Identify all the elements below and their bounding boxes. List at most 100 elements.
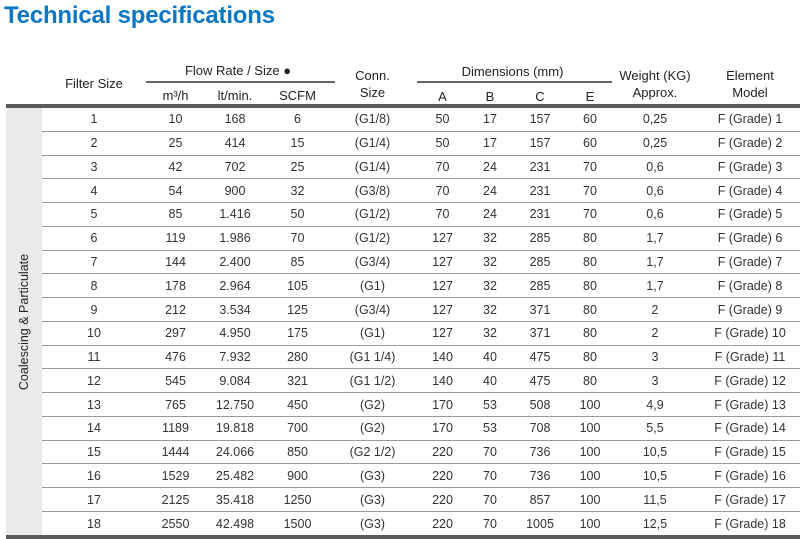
table-row: 12 545 9.084 321 (G1 1/2) 140 40 475 80 3 F (Grade… (42, 369, 800, 394)
cell-dim-a: 127 (432, 326, 453, 341)
cell-flow-ltmin: 2.964 (219, 278, 251, 293)
cell-dim-b: 70 (483, 492, 497, 507)
header-weight: Weight (KG) (619, 68, 691, 83)
cell-dim-c: 736 (529, 445, 551, 460)
cell-filter-size: 8 (90, 278, 98, 293)
cell-dim-a: 70 (435, 159, 450, 174)
cell-dim-c: 371 (529, 326, 551, 341)
cell-dim-a: 140 (432, 350, 453, 365)
cell-dim-c: 285 (529, 278, 551, 293)
cell-dim-b: 24 (483, 207, 497, 222)
cell-weight: 0,25 (642, 136, 668, 151)
cell-weight: 5,5 (646, 421, 664, 436)
cell-conn-size: (G1/2) (354, 207, 391, 222)
table-row: 18 2550 42.498 1500 (G3) 220 70 1005 100 12,5 F (G… (42, 512, 800, 536)
flow-rate-underline (146, 81, 335, 83)
cell-filter-size: 3 (90, 159, 98, 174)
table-row: 16 1529 25.482 900 (G3) 220 70 736 100 10,5 F (Gra… (42, 464, 800, 489)
cell-dim-b: 32 (483, 278, 497, 293)
cell-filter-size: 13 (87, 397, 101, 412)
cell-element-model: F (Grade) 7 (717, 254, 783, 269)
cell-filter-size: 4 (90, 183, 98, 198)
cell-weight: 2 (651, 302, 659, 317)
cell-dim-b: 70 (483, 516, 497, 531)
cell-dim-b: 24 (483, 159, 497, 174)
table-row: 14 1189 19.818 700 (G2) 170 53 708 100 5,5 F (Grad… (42, 417, 800, 441)
cell-flow-m3h: 10 (168, 112, 183, 127)
cell-flow-ltmin: 19.818 (215, 421, 255, 436)
cell-dim-e: 80 (583, 254, 597, 269)
cell-flow-scfm: 1500 (283, 516, 312, 531)
cell-flow-scfm: 85 (290, 254, 305, 269)
table-row: 4 54 900 32 (G3/8) 70 24 231 70 0,6 F (Grade) 4 (42, 179, 800, 204)
cell-dim-c: 475 (529, 373, 551, 388)
cell-weight: 1,7 (646, 231, 664, 246)
cell-dim-e: 80 (583, 231, 597, 246)
cell-weight: 2 (651, 326, 659, 341)
cell-flow-ltmin: 35.418 (215, 492, 255, 507)
cell-conn-size: (G3/8) (354, 183, 391, 198)
cell-element-model: F (Grade) 1 (717, 112, 783, 127)
cell-filter-size: 9 (90, 302, 98, 317)
header-a: A (438, 89, 447, 104)
cell-weight: 0,25 (642, 112, 668, 127)
cell-conn-size: (G1/4) (354, 159, 391, 174)
cell-dim-b: 32 (483, 231, 497, 246)
table-row: 7 144 2.400 85 (G3/4) 127 32 285 80 1,7 F (Grade) … (42, 251, 800, 275)
cell-flow-m3h: 1444 (161, 445, 190, 460)
cell-flow-ltmin: 414 (224, 136, 246, 151)
cell-flow-ltmin: 24.066 (215, 445, 255, 460)
cell-dim-b: 40 (483, 350, 497, 365)
cell-element-model: F (Grade) 11 (714, 350, 786, 365)
cell-flow-scfm: 900 (287, 468, 308, 483)
cell-flow-scfm: 1250 (283, 492, 312, 507)
cell-flow-m3h: 1529 (161, 468, 190, 483)
cell-dim-b: 24 (483, 183, 497, 198)
cell-flow-m3h: 2125 (161, 492, 190, 507)
cell-filter-size: 15 (87, 445, 101, 460)
cell-filter-size: 5 (90, 207, 98, 222)
cell-flow-ltmin: 9.084 (219, 373, 251, 388)
header-filter-size: Filter Size (65, 76, 123, 91)
cell-element-model: F (Grade) 5 (717, 207, 783, 222)
cell-dim-e: 80 (583, 278, 597, 293)
cell-filter-size: 10 (87, 326, 101, 341)
cell-weight: 3 (651, 350, 659, 365)
cell-dim-a: 170 (432, 397, 453, 412)
category-column (6, 108, 42, 536)
cell-flow-scfm: 175 (287, 326, 308, 341)
cell-dim-a: 127 (432, 302, 453, 317)
cell-flow-m3h: 25 (168, 136, 183, 151)
header-element-model: Model (732, 85, 768, 100)
header-element: Element (726, 68, 774, 83)
cell-weight: 1,7 (646, 254, 664, 269)
header-c: C (535, 89, 545, 104)
cell-element-model: F (Grade) 8 (717, 278, 783, 293)
cell-flow-m3h: 54 (168, 183, 183, 198)
cell-flow-ltmin: 1.986 (219, 231, 251, 246)
cell-dim-c: 475 (529, 350, 551, 365)
header-dimensions: Dimensions (mm) (461, 64, 564, 79)
cell-dim-b: 53 (483, 421, 497, 436)
cell-filter-size: 2 (90, 136, 98, 151)
table-row: 10 297 4.950 175 (G1) 127 32 371 80 2 F (Grade) 10 (42, 322, 800, 346)
cell-dim-e: 100 (579, 421, 601, 436)
cell-dim-e: 80 (583, 373, 597, 388)
cell-element-model: F (Grade) 2 (717, 136, 783, 151)
cell-flow-scfm: 15 (290, 136, 305, 151)
table-row: 17 2125 35.418 1250 (G3) 220 70 857 100 11,5 F (Gr… (42, 488, 800, 513)
cell-flow-m3h: 144 (165, 254, 186, 269)
cell-element-model: F (Grade) 13 (714, 397, 786, 412)
cell-dim-a: 50 (435, 112, 450, 127)
header-conn-size: Size (359, 85, 386, 100)
cell-flow-m3h: 119 (165, 231, 186, 246)
table-row: 8 178 2.964 105 (G1) 127 32 285 80 1,7 F (Grade) 8 (42, 274, 800, 299)
cell-filter-size: 17 (87, 492, 101, 507)
cell-filter-size: 12 (87, 373, 101, 388)
table-row: 6 119 1.986 70 (G1/2) 127 32 285 80 1,7 F (Grade) … (42, 227, 800, 251)
cell-conn-size: (G1/4) (354, 136, 391, 151)
cell-dim-c: 371 (529, 302, 551, 317)
header-flow-rate: Flow Rate / Size ● (184, 63, 292, 78)
cell-flow-scfm: 25 (290, 159, 305, 174)
cell-dim-b: 70 (483, 445, 497, 460)
